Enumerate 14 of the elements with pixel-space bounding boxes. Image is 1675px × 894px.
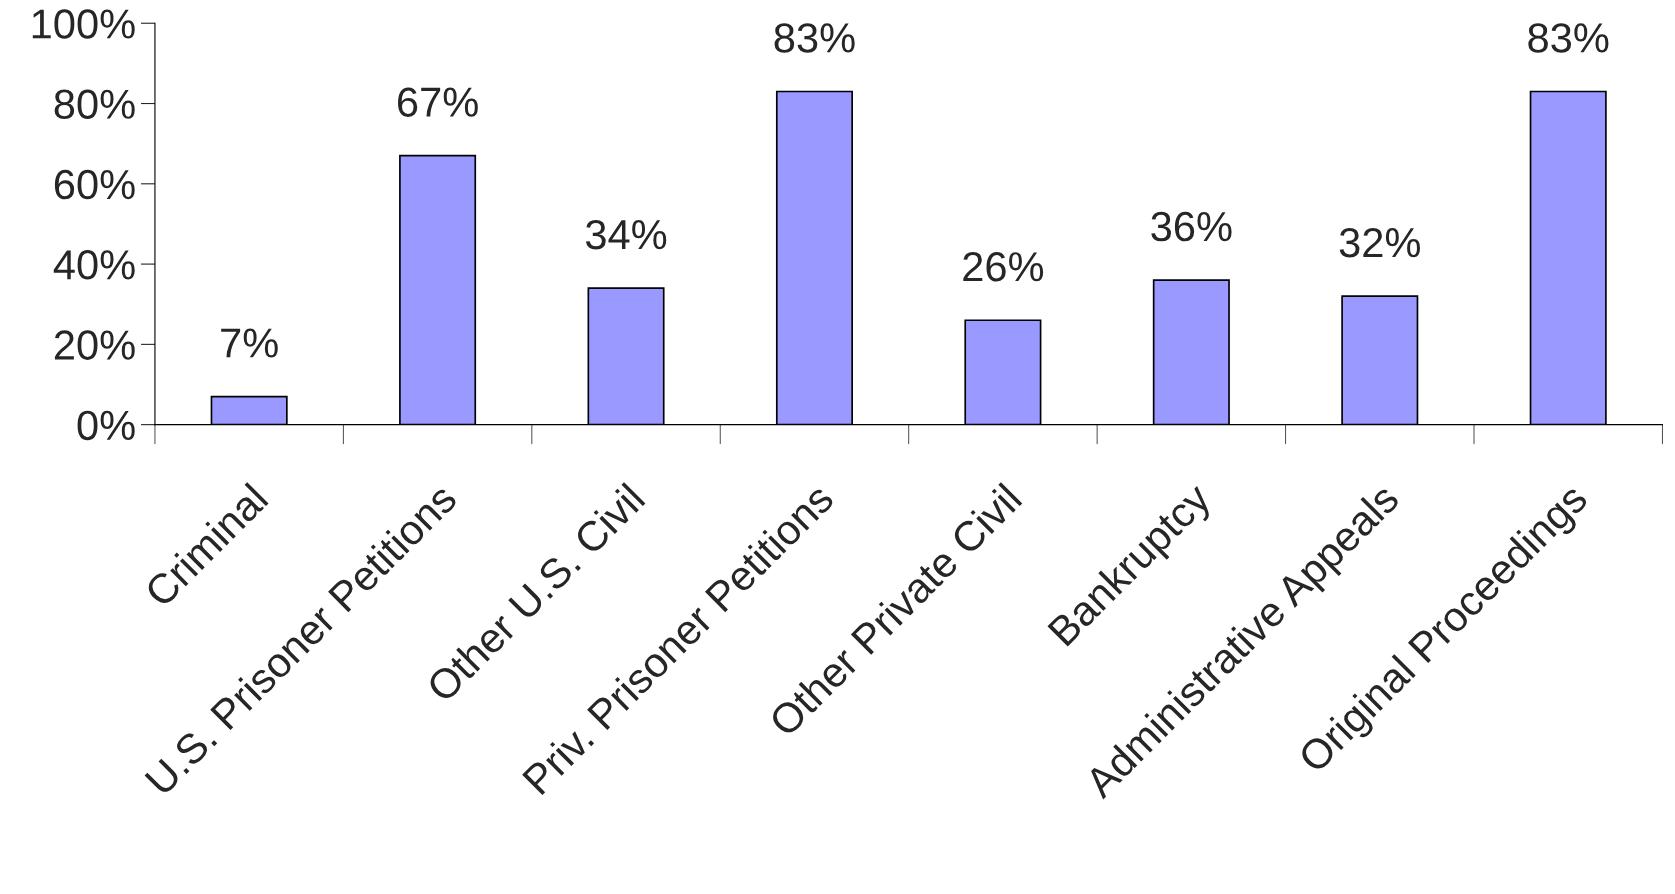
data-label: 34% [585, 219, 667, 250]
data-label: 26% [963, 251, 1044, 282]
y-tick-label: 0% [77, 410, 135, 441]
data-label: 7% [221, 328, 278, 358]
data-label: 32% [1339, 227, 1420, 258]
data-label: 36% [1151, 211, 1232, 242]
y-tick-label: 60% [54, 169, 135, 200]
data-label: 67% [398, 87, 478, 117]
y-tick-label: 40% [53, 250, 135, 280]
data-label: 83% [1528, 23, 1609, 53]
y-tick-label: 100% [32, 9, 135, 39]
y-tick-label: 20% [54, 330, 135, 360]
y-tick-label: 80% [54, 89, 135, 120]
data-label: 83% [774, 23, 855, 53]
